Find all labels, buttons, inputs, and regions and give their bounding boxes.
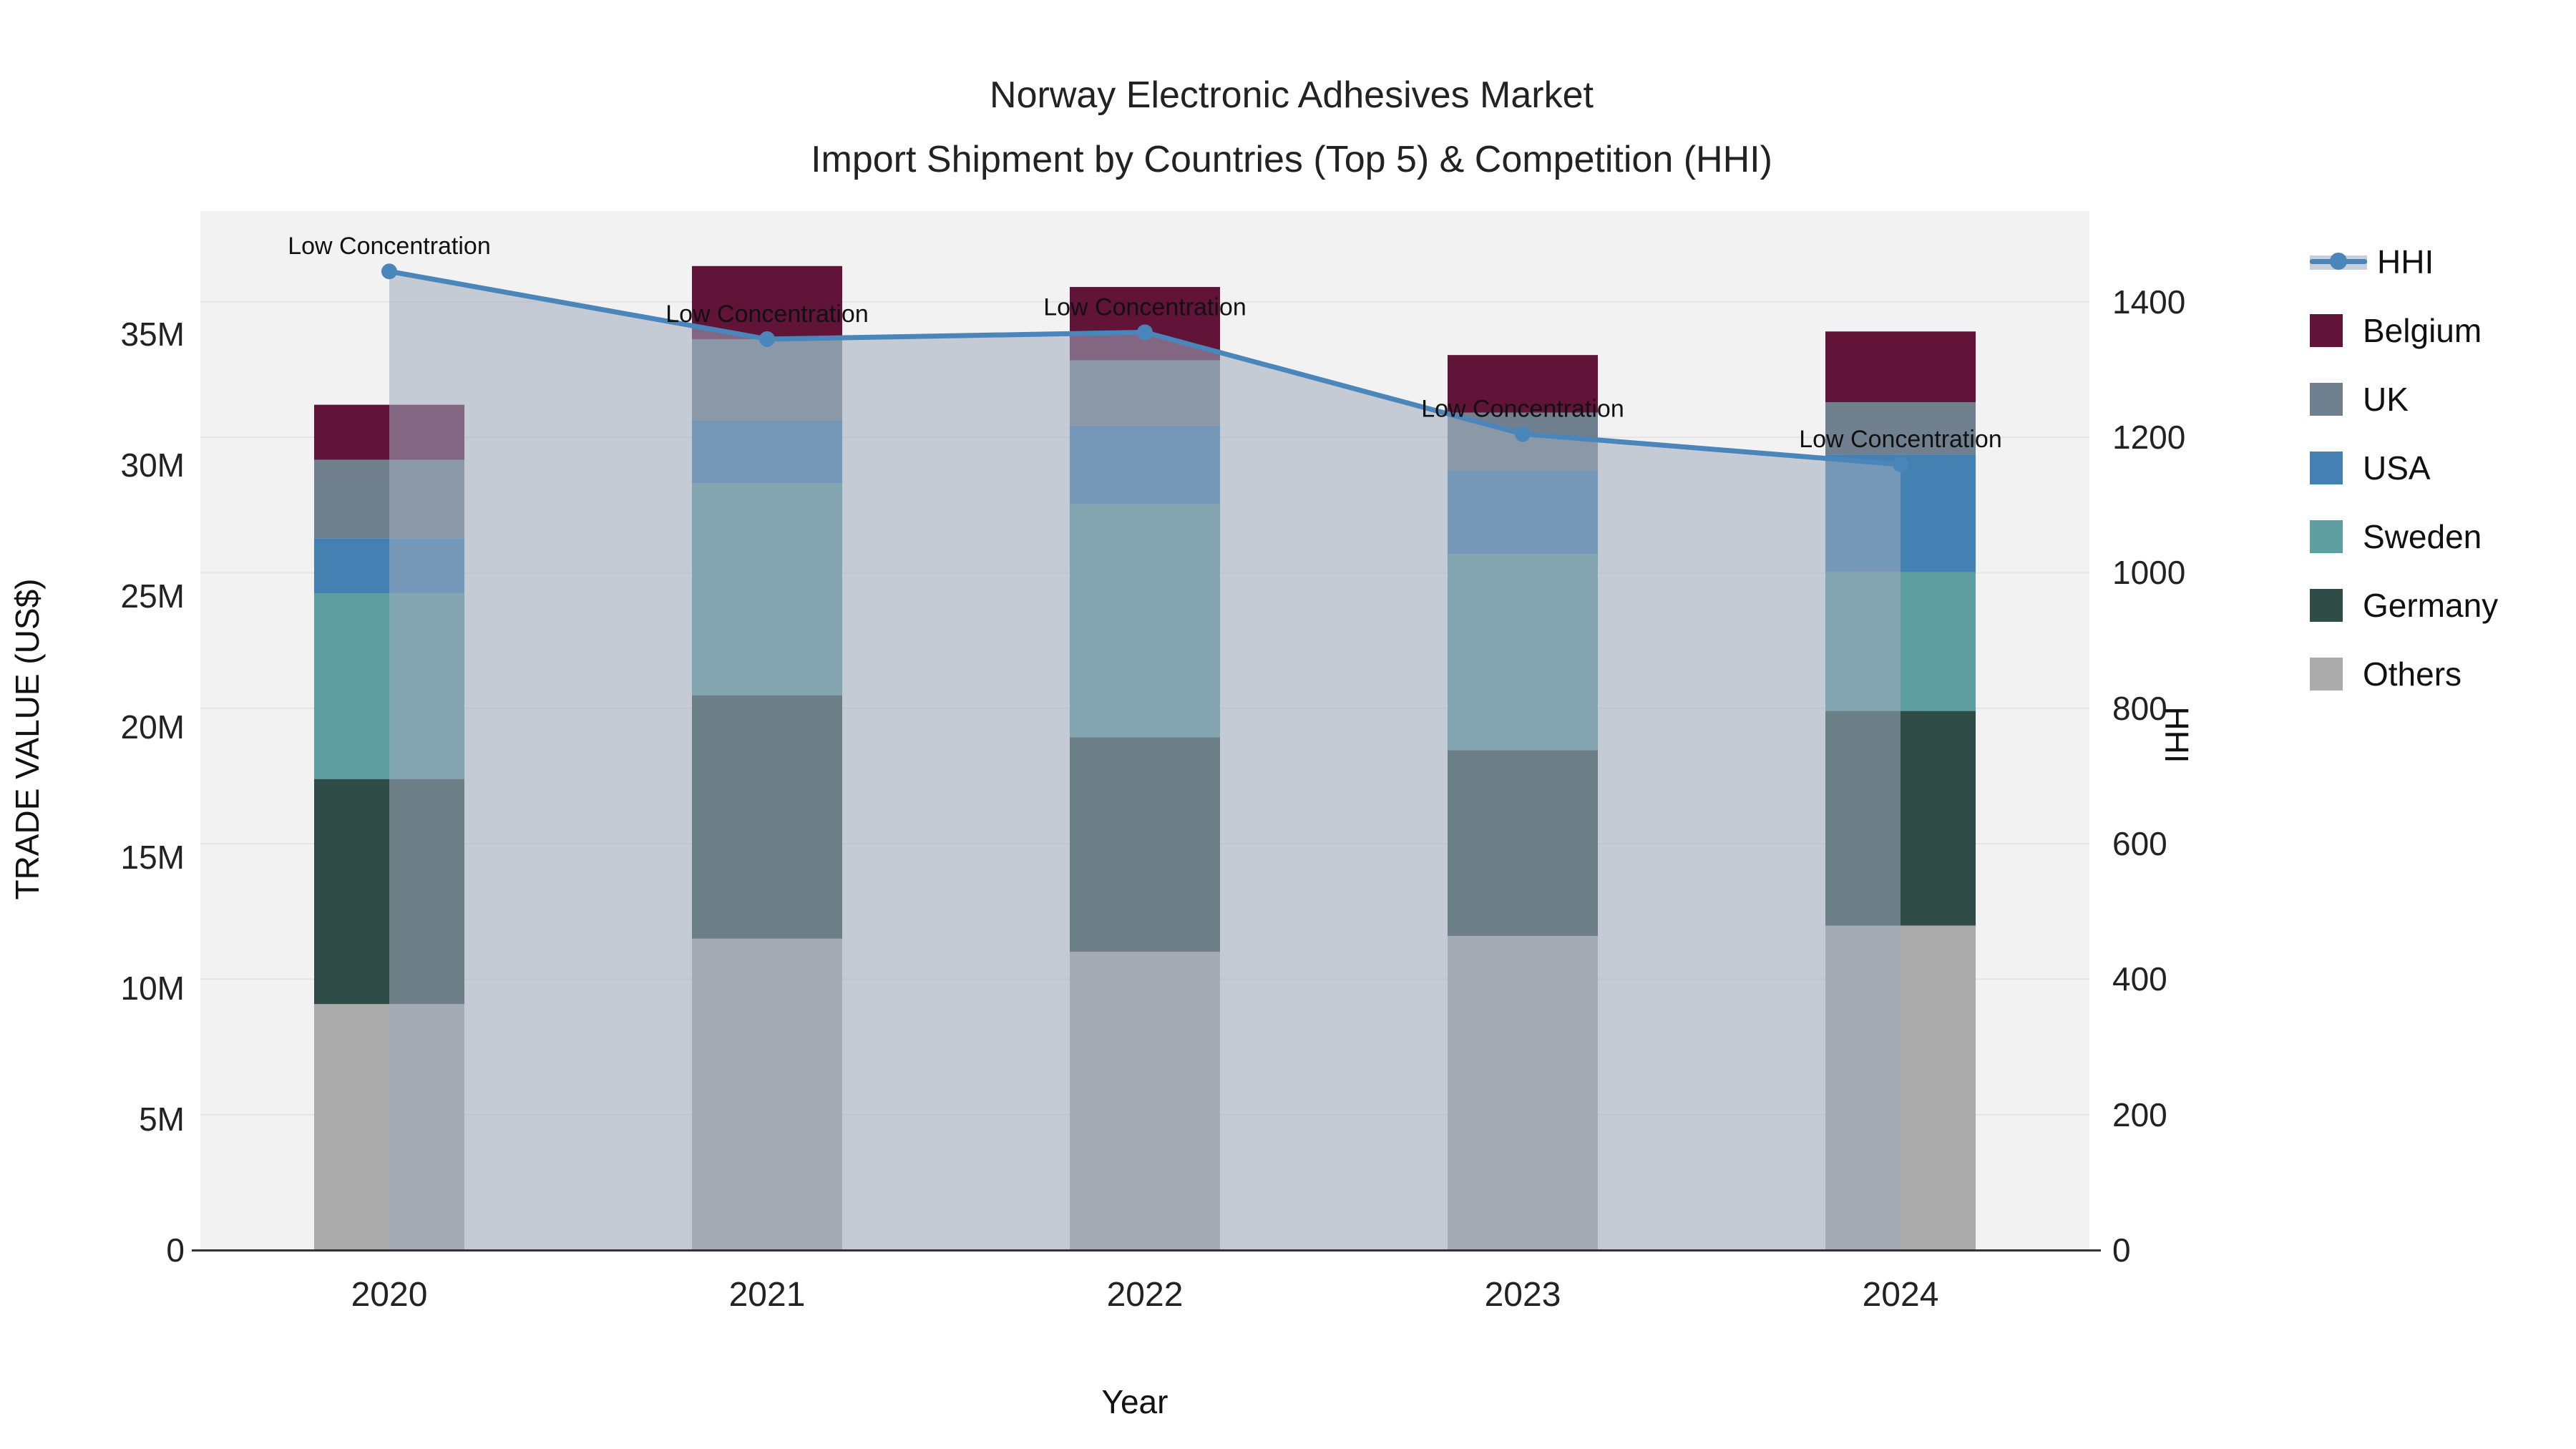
hhi-area bbox=[389, 271, 1901, 1250]
legend-item-hhi[interactable]: HHI bbox=[2310, 228, 2498, 296]
legend-swatch-belgium bbox=[2310, 314, 2343, 347]
hhi-marker-2024 bbox=[1893, 457, 1908, 473]
legend: HHI Belgium UK USA Sweden Germany Others bbox=[2310, 228, 2498, 708]
legend-item-sweden[interactable]: Sweden bbox=[2310, 502, 2498, 571]
legend-label-belgium: Belgium bbox=[2363, 312, 2482, 349]
y-left-tick-30M: 30M bbox=[120, 446, 185, 484]
legend-label-uk: UK bbox=[2363, 381, 2409, 418]
x-tick-2024: 2024 bbox=[1862, 1276, 1939, 1314]
chart-title-line2: Import Shipment by Countries (Top 5) & C… bbox=[811, 139, 1772, 180]
x-axis-title: Year bbox=[1101, 1383, 1169, 1420]
annotation-low-concentration-2020: Low Concentration bbox=[288, 233, 491, 260]
annotation-low-concentration-2022: Low Concentration bbox=[1043, 293, 1246, 321]
legend-item-uk[interactable]: UK bbox=[2310, 365, 2498, 434]
x-tick-2020: 2020 bbox=[351, 1276, 428, 1314]
y-left-tick-15M: 15M bbox=[120, 839, 185, 877]
legend-item-belgium[interactable]: Belgium bbox=[2310, 296, 2498, 365]
hhi-marker-2022 bbox=[1137, 324, 1153, 341]
annotation-low-concentration-2021: Low Concentration bbox=[665, 301, 869, 328]
bar-segment-belgium-2023 bbox=[1448, 355, 1598, 413]
legend-item-germany[interactable]: Germany bbox=[2310, 571, 2498, 640]
legend-label-germany: Germany bbox=[2363, 587, 2499, 624]
y-left-tick-20M: 20M bbox=[120, 708, 185, 746]
legend-swatch-germany bbox=[2310, 589, 2343, 622]
y-right-tick-1200: 1200 bbox=[2112, 419, 2186, 457]
legend-item-usa[interactable]: USA bbox=[2310, 434, 2498, 502]
bar-segment-uk-2024 bbox=[1825, 401, 1976, 455]
y-right-tick-0: 0 bbox=[2112, 1231, 2131, 1269]
y-right-tick-800: 800 bbox=[2112, 689, 2167, 727]
legend-swatch-usa bbox=[2310, 452, 2343, 484]
legend-label-sweden: Sweden bbox=[2363, 518, 2482, 555]
bar-segment-belgium-2024 bbox=[1825, 331, 1976, 402]
y-left-tick-10M: 10M bbox=[120, 970, 185, 1008]
y-left-tick-25M: 25M bbox=[120, 577, 185, 615]
plot-area: Low Concentration Low Concentration Low Co… bbox=[200, 233, 2089, 1250]
legend-item-others[interactable]: Others bbox=[2310, 640, 2498, 708]
y-left-tick-35M: 35M bbox=[120, 315, 185, 353]
y-left-tick-0: 0 bbox=[166, 1231, 185, 1269]
y-axis-left-title: TRADE VALUE (US$) bbox=[9, 578, 46, 900]
y-axis-right-title: HHI bbox=[2158, 706, 2195, 763]
hhi-marker-2021 bbox=[759, 331, 775, 347]
x-tick-2021: 2021 bbox=[728, 1276, 806, 1314]
annotation-low-concentration-2024: Low Concentration bbox=[1799, 426, 2002, 453]
y-right-tick-1000: 1000 bbox=[2112, 554, 2186, 592]
hhi-marker-2023 bbox=[1515, 426, 1531, 442]
chart-title-line1: Norway Electronic Adhesives Market bbox=[990, 74, 1594, 116]
y-right-tick-1400: 1400 bbox=[2112, 283, 2186, 321]
legend-swatch-others bbox=[2310, 658, 2343, 691]
annotation-low-concentration-2023: Low Concentration bbox=[1421, 395, 1624, 422]
legend-hhi-line-icon bbox=[2310, 245, 2367, 278]
legend-label-usa: USA bbox=[2363, 449, 2431, 487]
y-left-tick-5M: 5M bbox=[139, 1101, 185, 1138]
legend-label-others: Others bbox=[2363, 655, 2462, 693]
x-tick-2022: 2022 bbox=[1106, 1276, 1184, 1314]
legend-label-hhi: HHI bbox=[2377, 243, 2434, 280]
y-right-tick-600: 600 bbox=[2112, 825, 2167, 863]
x-tick-2023: 2023 bbox=[1484, 1276, 1561, 1314]
y-right-tick-200: 200 bbox=[2112, 1096, 2167, 1133]
x-axis-line bbox=[192, 1249, 2101, 1252]
hhi-marker-2020 bbox=[381, 263, 397, 280]
legend-swatch-uk bbox=[2310, 383, 2343, 416]
chart-title: Norway Electronic Adhesives Market Impor… bbox=[0, 63, 2576, 192]
y-right-tick-400: 400 bbox=[2112, 960, 2167, 998]
bar-segment-belgium-2021 bbox=[692, 265, 842, 340]
legend-swatch-sweden bbox=[2310, 520, 2343, 553]
